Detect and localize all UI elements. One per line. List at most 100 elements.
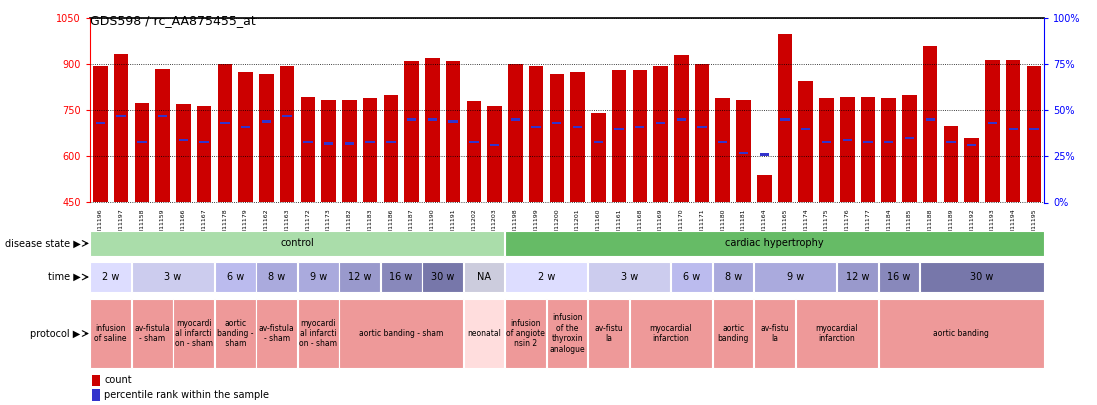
Bar — [987, 122, 997, 124]
Text: 16 w: 16 w — [887, 272, 911, 282]
Bar — [671, 262, 712, 292]
Bar — [506, 299, 546, 368]
Text: 8 w: 8 w — [268, 272, 285, 282]
Bar — [344, 143, 354, 145]
Bar — [116, 115, 126, 117]
Text: aortic banding: aortic banding — [934, 329, 989, 338]
Bar — [633, 70, 647, 202]
Text: myocardial
infarction: myocardial infarction — [649, 324, 692, 343]
Bar — [550, 73, 564, 202]
Bar — [92, 375, 100, 386]
Text: NA: NA — [477, 272, 491, 282]
Bar — [510, 119, 520, 121]
Text: infusion
of saline: infusion of saline — [94, 324, 127, 343]
Bar — [90, 231, 505, 256]
Bar — [698, 126, 706, 128]
Bar — [861, 96, 875, 202]
Bar — [614, 128, 624, 130]
Bar — [1008, 128, 1018, 130]
Bar — [470, 141, 478, 143]
Bar — [795, 299, 878, 368]
Bar — [405, 61, 419, 202]
Bar — [842, 139, 852, 141]
Bar — [93, 66, 108, 202]
Text: aortic banding - sham: aortic banding - sham — [359, 329, 443, 338]
Bar — [173, 299, 214, 368]
Bar — [215, 262, 256, 292]
Bar — [588, 262, 670, 292]
Bar — [407, 119, 416, 121]
Text: 6 w: 6 w — [227, 272, 244, 282]
Bar — [920, 262, 1044, 292]
Bar — [923, 46, 938, 202]
Bar — [755, 262, 836, 292]
Bar — [552, 122, 562, 124]
Bar — [303, 141, 313, 143]
Bar — [238, 72, 252, 202]
Bar — [902, 95, 917, 202]
Bar — [135, 103, 149, 202]
Bar — [464, 299, 505, 368]
Text: 12 w: 12 w — [846, 272, 869, 282]
Bar — [905, 137, 914, 139]
Bar — [884, 141, 893, 143]
Text: 8 w: 8 w — [724, 272, 742, 282]
Bar — [985, 60, 999, 202]
Text: neonatal: neonatal — [467, 329, 501, 338]
Bar — [879, 299, 1044, 368]
Bar — [158, 115, 167, 117]
Bar — [339, 299, 463, 368]
Text: 30 w: 30 w — [971, 272, 994, 282]
Bar — [257, 299, 297, 368]
Bar — [755, 299, 795, 368]
Text: 2 w: 2 w — [538, 272, 555, 282]
Bar — [588, 299, 629, 368]
Text: infusion
of the
thyroxin
analogue: infusion of the thyroxin analogue — [550, 313, 585, 354]
Text: aortic
banding -
 sham: aortic banding - sham — [217, 319, 253, 348]
Bar — [840, 96, 855, 202]
Bar — [863, 141, 873, 143]
Bar — [487, 106, 501, 202]
Bar — [384, 95, 398, 202]
Bar — [677, 119, 686, 121]
Text: 16 w: 16 w — [389, 272, 412, 282]
Bar — [259, 73, 273, 202]
Bar — [719, 141, 727, 143]
Text: 9 w: 9 w — [309, 272, 327, 282]
Bar — [324, 143, 333, 145]
Bar — [466, 101, 482, 202]
Bar — [132, 262, 214, 292]
Bar — [1027, 66, 1041, 202]
Text: myocardi
al infarcti
on - sham: myocardi al infarcti on - sham — [174, 319, 213, 348]
Bar — [508, 64, 522, 202]
Bar — [799, 81, 813, 202]
Text: infusion
of angiote
nsin 2: infusion of angiote nsin 2 — [506, 319, 545, 348]
Bar — [738, 151, 748, 154]
Bar — [593, 141, 603, 143]
Bar — [801, 128, 811, 130]
Bar — [365, 141, 375, 143]
Bar — [964, 138, 979, 202]
Text: 30 w: 30 w — [431, 272, 454, 282]
Bar — [298, 262, 339, 292]
Bar — [449, 120, 457, 123]
Bar — [257, 262, 297, 292]
Text: 2 w: 2 w — [102, 272, 120, 282]
Bar — [179, 139, 188, 141]
Bar — [261, 120, 271, 123]
Bar — [176, 104, 191, 202]
Text: protocol ▶: protocol ▶ — [30, 328, 80, 339]
Bar — [90, 299, 131, 368]
Bar — [217, 64, 233, 202]
Bar — [635, 126, 644, 128]
Bar — [196, 106, 212, 202]
Text: 12 w: 12 w — [348, 272, 372, 282]
Bar — [132, 299, 172, 368]
Bar — [200, 141, 208, 143]
Bar — [573, 126, 583, 128]
Bar — [241, 126, 250, 128]
Bar — [137, 141, 147, 143]
Bar — [215, 299, 256, 368]
Bar — [363, 98, 377, 202]
Text: av-fistu
la: av-fistu la — [595, 324, 623, 343]
